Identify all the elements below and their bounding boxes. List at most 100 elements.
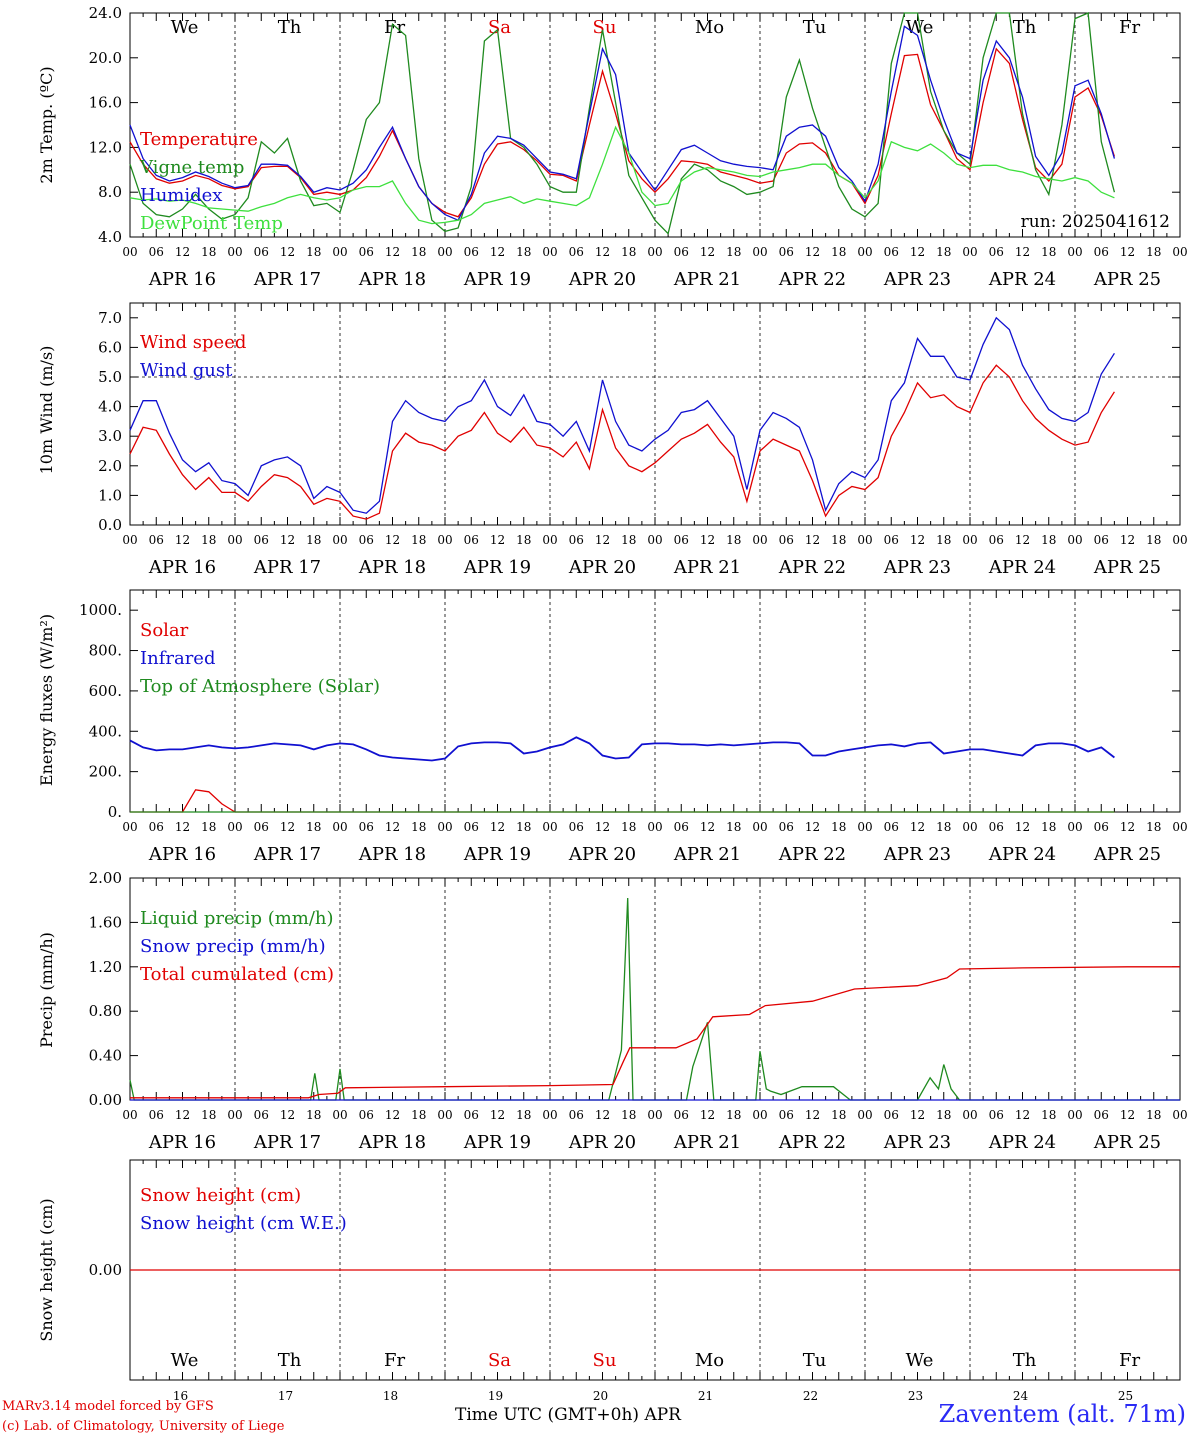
- y-tick-label: 0.80: [89, 1002, 122, 1020]
- y-tick-label: 2.00: [89, 869, 122, 887]
- hour-tick-label: 00: [122, 533, 137, 547]
- hour-tick-label: 06: [674, 245, 689, 259]
- day-label: APR 19: [463, 269, 531, 290]
- day-label: APR 23: [883, 557, 951, 578]
- hour-tick-label: 18: [516, 533, 531, 547]
- day-label: APR 21: [673, 557, 741, 578]
- series-line-wind-speed: [129, 364, 1115, 520]
- day-label: APR 19: [463, 1132, 531, 1153]
- hour-tick-label: 12: [1120, 1108, 1135, 1122]
- hour-tick-label: 12: [280, 1108, 295, 1122]
- hour-tick-label: 00: [752, 1108, 767, 1122]
- hour-tick-label: 06: [674, 820, 689, 834]
- hour-tick-label: 18: [621, 245, 636, 259]
- hour-tick-label: 18: [831, 533, 846, 547]
- hour-tick-label: 12: [700, 245, 715, 259]
- hour-tick-label: 12: [595, 820, 610, 834]
- hour-tick-label: 06: [464, 1108, 479, 1122]
- hour-tick-label: 12: [280, 533, 295, 547]
- day-label: APR 16: [148, 1132, 216, 1153]
- hour-tick-label: 00: [857, 245, 872, 259]
- hour-tick-label: 12: [490, 245, 505, 259]
- hour-tick-label: 18: [411, 1108, 426, 1122]
- hour-tick-label: 12: [910, 533, 925, 547]
- day-label: APR 25: [1093, 557, 1161, 578]
- hour-tick-label: 18: [621, 820, 636, 834]
- y-axis-label: Snow height (cm): [37, 1198, 56, 1341]
- hour-tick-label: 18: [726, 1108, 741, 1122]
- hour-tick-label: 00: [857, 820, 872, 834]
- weekday-label: Th: [278, 17, 302, 38]
- hour-tick-label: 12: [1120, 533, 1135, 547]
- series-line-dewpoint-temp: [129, 125, 1115, 225]
- hour-tick-label: 00: [857, 1108, 872, 1122]
- hour-tick-label: 18: [1146, 533, 1161, 547]
- hour-tick-label: 06: [149, 533, 164, 547]
- hour-tick-label: 12: [175, 245, 190, 259]
- y-axis-label: 10m Wind (m/s): [37, 346, 56, 475]
- hour-tick-label: 00: [1172, 820, 1187, 834]
- day-label: APR 17: [253, 557, 321, 578]
- credit-line-lab: (c) Lab. of Climatology, University of L…: [2, 1419, 285, 1434]
- hour-tick-label: 06: [254, 533, 269, 547]
- hour-tick-label: 12: [385, 245, 400, 259]
- hour-tick-label: 12: [910, 1108, 925, 1122]
- hour-tick-label: 12: [805, 533, 820, 547]
- hour-tick-label: 12: [595, 1108, 610, 1122]
- hour-tick-label: 06: [779, 820, 794, 834]
- hour-tick-label: 18: [831, 820, 846, 834]
- hour-tick-label: 12: [175, 533, 190, 547]
- hour-tick-label: 12: [175, 1108, 190, 1122]
- hour-tick-label: 06: [359, 1108, 374, 1122]
- hour-tick-label: 00: [962, 1108, 977, 1122]
- day-label: APR 21: [673, 269, 741, 290]
- day-label: APR 16: [148, 844, 216, 865]
- hour-tick-label: 06: [1094, 820, 1109, 834]
- hour-tick-label: 00: [227, 245, 242, 259]
- hour-tick-label: 06: [149, 820, 164, 834]
- hour-tick-label: 18: [411, 245, 426, 259]
- hour-tick-label: 00: [1172, 245, 1187, 259]
- weekday-label: Sa: [488, 1350, 511, 1371]
- hour-tick-label: 12: [805, 820, 820, 834]
- y-tick-label: 400.: [89, 722, 122, 740]
- hour-tick-label: 12: [490, 1108, 505, 1122]
- y-tick-label: 5.0: [98, 368, 122, 386]
- hour-tick-label: 00: [542, 533, 557, 547]
- y-tick-label: 600.: [89, 682, 122, 700]
- hour-tick-label: 06: [884, 1108, 899, 1122]
- hour-tick-label: 06: [989, 245, 1004, 259]
- day-number-label: 18: [383, 1389, 398, 1403]
- hour-tick-label: 18: [411, 533, 426, 547]
- weekday-label: Th: [1013, 17, 1037, 38]
- hour-tick-label: 00: [542, 1108, 557, 1122]
- hour-tick-label: 00: [437, 533, 452, 547]
- y-tick-label: 200.: [89, 763, 122, 781]
- y-tick-label: 0.0: [98, 516, 122, 534]
- day-number-label: 20: [593, 1389, 608, 1403]
- hour-tick-label: 06: [569, 1108, 584, 1122]
- y-tick-label: 4.0: [98, 398, 122, 416]
- y-tick-label: 0.00: [89, 1091, 122, 1109]
- hour-tick-label: 06: [779, 1108, 794, 1122]
- day-label: APR 23: [883, 269, 951, 290]
- weekday-label: Mo: [695, 1350, 724, 1371]
- hour-tick-label: 12: [700, 1108, 715, 1122]
- series-line-total-cumulated-cm-: [130, 966, 1180, 1099]
- hour-tick-label: 18: [1041, 245, 1056, 259]
- hour-tick-label: 12: [595, 533, 610, 547]
- legend-entry: Total cumulated (cm): [140, 964, 334, 985]
- series-line-solar: [130, 789, 1115, 813]
- hour-tick-label: 06: [779, 245, 794, 259]
- hour-tick-label: 06: [569, 820, 584, 834]
- hour-tick-label: 00: [1067, 1108, 1082, 1122]
- hour-tick-label: 00: [962, 533, 977, 547]
- hour-tick-label: 12: [910, 820, 925, 834]
- day-label: APR 19: [463, 557, 531, 578]
- y-tick-label: 1000.: [79, 601, 122, 619]
- hour-tick-label: 18: [201, 533, 216, 547]
- hour-tick-label: 06: [359, 533, 374, 547]
- y-axis-label: Energy fluxes (W/m²): [37, 614, 56, 786]
- weekday-label: We: [171, 17, 199, 38]
- y-tick-label: 0.40: [89, 1047, 122, 1065]
